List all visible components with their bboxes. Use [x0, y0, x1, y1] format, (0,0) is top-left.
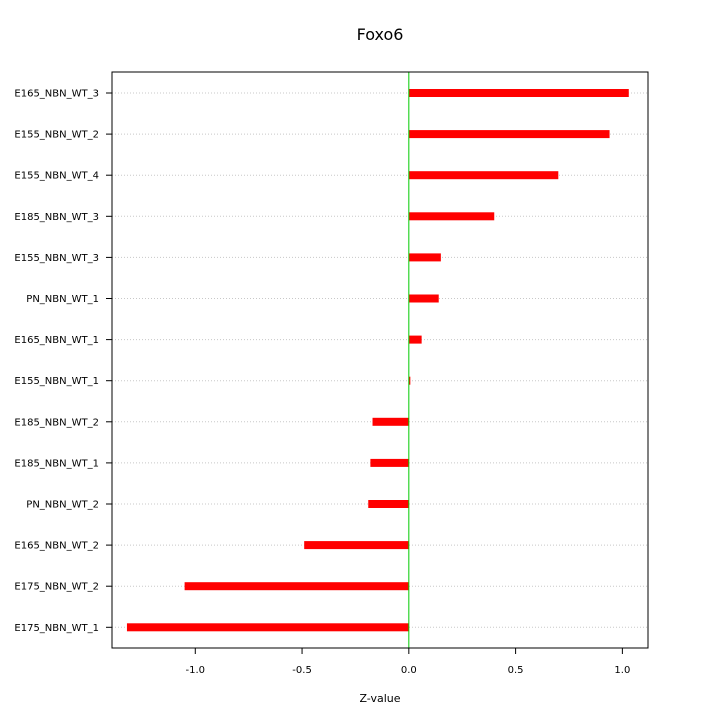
y-axis: E165_NBN_WT_3 E155_NBN_WT_2 E155_NBN_WT_4 E… [14, 89, 112, 634]
chart-title: Foxo6 [357, 25, 404, 44]
bar [126, 623, 409, 632]
bar [408, 335, 422, 344]
x-tick-label: 1.0 [614, 665, 630, 676]
bar [408, 89, 629, 97]
bar [408, 253, 441, 262]
y-tick-label: PN_NBN_WT_2 [26, 500, 99, 511]
y-tick-label: E155_NBN_WT_2 [14, 130, 99, 141]
y-tick-label: E165_NBN_WT_1 [14, 335, 99, 346]
bar [408, 171, 559, 180]
y-tick-label: E165_NBN_WT_3 [14, 89, 99, 100]
bar [370, 458, 409, 467]
bar [368, 500, 409, 508]
bar [372, 417, 409, 426]
y-tick-label: E155_NBN_WT_4 [14, 171, 99, 182]
x-axis-label: Z-value [359, 692, 400, 705]
bar [184, 582, 409, 591]
y-tick-label: E185_NBN_WT_3 [14, 212, 99, 223]
bar [408, 212, 495, 221]
x-axis: -1.0 -0.5 0.0 0.5 1.0 [186, 647, 630, 676]
y-tick-label: E165_NBN_WT_2 [14, 541, 99, 552]
y-tick-label: PN_NBN_WT_1 [26, 294, 99, 305]
y-tick-label: E185_NBN_WT_2 [14, 417, 99, 428]
x-tick-label: 0.0 [401, 665, 417, 676]
bar [408, 294, 439, 303]
x-tick-label: -1.0 [186, 665, 206, 676]
bars-layer [126, 89, 629, 632]
y-tick-label: E155_NBN_WT_1 [14, 376, 99, 387]
y-tick-label: E175_NBN_WT_2 [14, 582, 99, 593]
x-tick-label: -0.5 [292, 665, 312, 676]
bar [408, 376, 411, 385]
y-tick-label: E175_NBN_WT_1 [14, 623, 99, 634]
plot-frame [111, 71, 649, 649]
y-tick-label: E155_NBN_WT_3 [14, 253, 99, 264]
bar [408, 130, 610, 139]
y-tick-label: E185_NBN_WT_1 [14, 458, 99, 469]
x-tick-label: 0.5 [508, 665, 524, 676]
bar [304, 541, 409, 550]
